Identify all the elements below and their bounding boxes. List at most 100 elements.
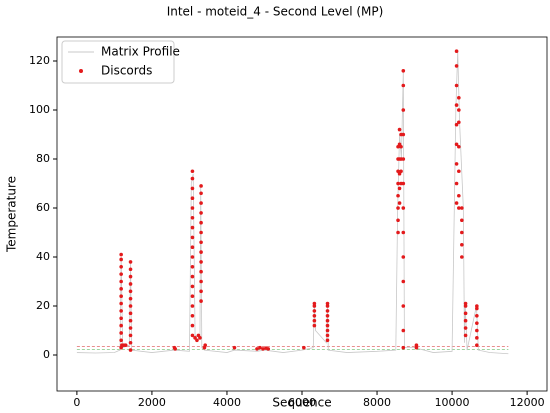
x-tick-label: 0 <box>73 396 80 409</box>
discord-point <box>325 338 330 343</box>
discord-point <box>119 301 123 306</box>
discord-point <box>454 49 459 54</box>
discord-point <box>401 83 406 88</box>
discord-point <box>454 142 459 147</box>
discord-point <box>199 299 203 303</box>
discord-point <box>190 176 195 181</box>
discord-point <box>463 311 468 316</box>
discord-point <box>255 347 259 351</box>
y-tick-label: 60 <box>36 201 50 214</box>
discord-point <box>119 257 123 262</box>
y-tick-label: 100 <box>29 103 50 116</box>
discord-point <box>457 95 461 100</box>
discord-point <box>173 347 177 351</box>
y-tick-label: 120 <box>29 54 50 67</box>
discord-point <box>325 333 330 338</box>
discord-point <box>195 338 199 343</box>
discord-point <box>199 260 203 264</box>
discord-point <box>460 255 464 259</box>
discord-point <box>199 184 203 188</box>
discord-point <box>128 304 133 308</box>
y-tick-label: 0 <box>43 348 50 361</box>
discord-point <box>457 144 461 149</box>
discord-point <box>199 269 203 274</box>
discord-point <box>475 336 479 340</box>
discord-point <box>457 193 461 198</box>
discord-point <box>460 242 464 247</box>
discord-point <box>119 252 123 257</box>
discord-point <box>266 347 271 351</box>
discord-point <box>190 169 195 174</box>
plot-frame <box>56 36 548 392</box>
discord-point <box>397 186 402 191</box>
discord-point <box>460 230 464 235</box>
discord-point <box>199 211 203 215</box>
discord-point <box>475 328 479 333</box>
x-tick-label: 8000 <box>363 396 391 409</box>
discord-point <box>123 343 128 347</box>
discord-point <box>199 201 203 205</box>
discord-point <box>399 144 403 149</box>
discord-point <box>401 69 406 73</box>
discord-point <box>128 340 133 345</box>
discord-point <box>198 336 202 340</box>
discord-point <box>128 326 133 330</box>
x-tick-label: 4000 <box>213 396 241 409</box>
discord-point <box>190 206 195 210</box>
discord-point <box>325 323 330 328</box>
discord-point <box>475 321 479 325</box>
discord-point <box>401 206 406 210</box>
discord-point <box>199 220 203 225</box>
discord-point <box>312 309 317 313</box>
discord-point <box>199 240 203 245</box>
discord-point <box>119 279 123 284</box>
discord-point <box>119 338 123 343</box>
discord-point <box>401 230 406 235</box>
discord-point <box>190 333 195 338</box>
discord-point <box>119 272 123 276</box>
discord-point <box>312 301 317 306</box>
x-tick-label: 2000 <box>138 396 166 409</box>
legend-label: Discords <box>101 64 152 78</box>
discord-point <box>190 294 195 298</box>
discord-point <box>454 181 459 186</box>
discord-point <box>312 313 317 318</box>
discord-point <box>119 331 123 335</box>
discord-point <box>401 255 406 259</box>
discord-point <box>396 206 400 210</box>
legend-marker <box>79 69 83 73</box>
discord-point <box>312 318 317 323</box>
discord-point <box>401 304 406 308</box>
x-tick-label: 10000 <box>435 396 470 409</box>
discord-point <box>302 345 306 350</box>
x-axis-label: Sequence <box>272 396 331 410</box>
discord-point <box>454 122 459 127</box>
discord-point <box>190 274 195 279</box>
discord-point <box>401 157 406 161</box>
discord-point <box>454 103 459 107</box>
x-tick-label: 6000 <box>288 396 316 409</box>
discord-point <box>399 169 403 174</box>
discord-point <box>463 301 468 306</box>
discord-point <box>460 206 464 210</box>
discord-point <box>454 64 459 68</box>
discord-point <box>128 282 133 286</box>
discord-point <box>190 245 195 249</box>
discord-point <box>396 230 400 235</box>
discord-point <box>401 108 406 112</box>
discord-point <box>325 309 330 313</box>
discord-point <box>457 169 461 174</box>
discord-point <box>119 323 123 328</box>
discord-point <box>312 323 317 328</box>
discord-point <box>190 255 195 259</box>
discord-point <box>457 120 461 125</box>
discord-point <box>190 225 195 230</box>
discord-point <box>457 206 461 210</box>
discord-point <box>414 343 419 347</box>
discord-point <box>190 215 195 220</box>
x-tick-label: 12000 <box>510 396 545 409</box>
legend-label: Matrix Profile <box>101 45 180 59</box>
discord-point <box>119 316 123 321</box>
discord-point <box>401 328 406 333</box>
